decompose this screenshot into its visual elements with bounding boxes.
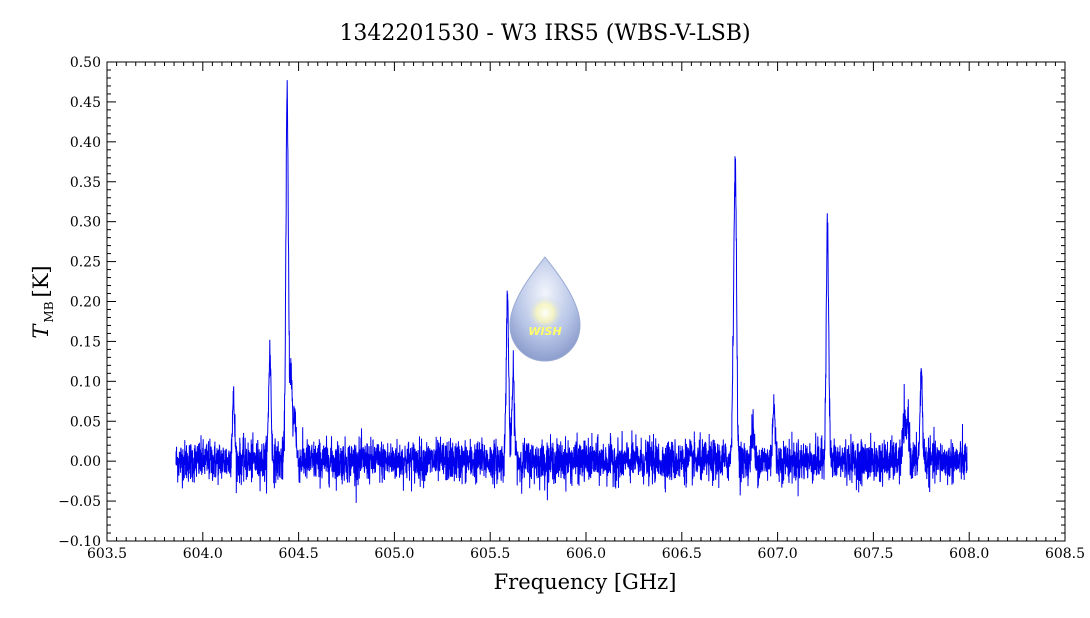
y-tick-label: 0.00 [70, 454, 101, 470]
x-axis-label: Frequency [GHz] [494, 570, 677, 594]
y-tick-label: 0.35 [70, 175, 101, 191]
star-icon [527, 295, 563, 331]
x-tick-label: 604.0 [183, 546, 223, 562]
y-tick-label: 0.15 [70, 334, 101, 350]
spectrum-line [175, 80, 968, 503]
x-tick-label: 607.5 [853, 546, 893, 562]
y-tick-label: −0.10 [58, 534, 101, 550]
wish-logo: WISH [509, 256, 581, 362]
y-axis-label-main: T [29, 323, 53, 339]
x-tick-label: 604.5 [279, 546, 319, 562]
y-tick-label: 0.25 [70, 255, 101, 271]
y-tick-label: 0.45 [70, 95, 101, 111]
y-axis-label: TMB [K] [29, 265, 56, 338]
chart-title: 1342201530 - W3 IRS5 (WBS-V-LSB) [339, 21, 750, 46]
y-tick-label: 0.30 [70, 215, 101, 231]
y-tick-label: 0.05 [70, 414, 101, 430]
svg-text:TMB[K]: TMB [K] [29, 265, 56, 338]
y-tick-label: 0.40 [70, 135, 101, 151]
x-tick-label: 607.0 [758, 546, 798, 562]
x-tick-label: 605.5 [470, 546, 510, 562]
y-tick-label: 0.10 [70, 374, 101, 390]
plot-area: 603.5 604.0 604.5 605.0 605.5 606.0 606.5 607.0… [58, 55, 1085, 562]
y-axis-label-unit: [K] [29, 265, 53, 297]
x-tick-label: 605.0 [374, 546, 414, 562]
x-tick-label: 606.0 [566, 546, 606, 562]
y-tick-label: 0.20 [70, 295, 101, 311]
x-tick-label: 603.5 [87, 546, 127, 562]
y-tick-label: −0.05 [58, 494, 101, 510]
logo-text: WISH [528, 325, 561, 338]
y-axis-label-sub: MB [42, 301, 56, 322]
x-tick-label: 608.0 [949, 546, 989, 562]
x-tick-label: 608.5 [1045, 546, 1085, 562]
y-tick-label: 0.50 [70, 55, 101, 71]
x-tick-label: 606.5 [662, 546, 702, 562]
